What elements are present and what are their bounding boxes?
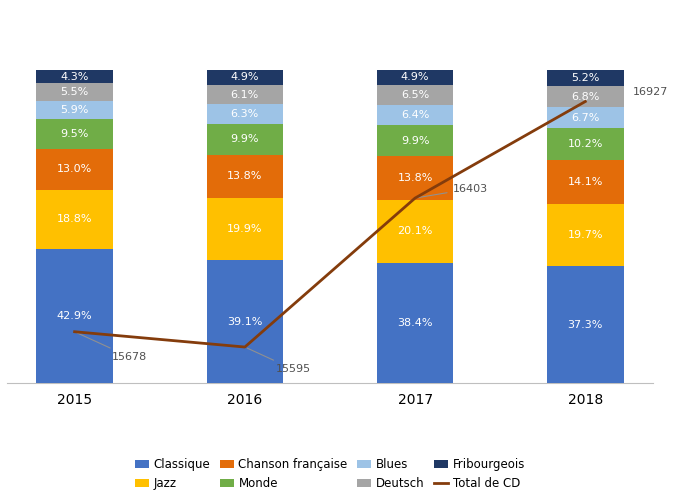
- Text: 13.8%: 13.8%: [397, 173, 433, 183]
- Bar: [206, 124, 283, 155]
- Bar: [206, 260, 283, 383]
- Text: 6.4%: 6.4%: [401, 110, 429, 120]
- Bar: [36, 83, 113, 101]
- Bar: [547, 128, 623, 160]
- Bar: [377, 70, 454, 85]
- Bar: [547, 160, 623, 204]
- Text: 5.9%: 5.9%: [60, 105, 89, 115]
- Legend: Classique, Jazz, Chanson française, Monde, Blues, Deutsch, Fribourgeois, Total d: Classique, Jazz, Chanson française, Mond…: [134, 458, 526, 490]
- Text: 39.1%: 39.1%: [227, 317, 263, 327]
- Bar: [36, 101, 113, 119]
- Text: 6.8%: 6.8%: [571, 91, 600, 102]
- Text: 9.9%: 9.9%: [231, 135, 259, 144]
- Bar: [377, 200, 454, 263]
- Text: 6.3%: 6.3%: [231, 109, 259, 119]
- Text: 14.1%: 14.1%: [568, 177, 603, 187]
- Text: 20.1%: 20.1%: [397, 226, 433, 236]
- Bar: [206, 85, 283, 104]
- Bar: [547, 266, 623, 383]
- Text: 19.9%: 19.9%: [227, 224, 263, 234]
- Bar: [206, 70, 283, 85]
- Bar: [377, 85, 454, 106]
- Bar: [377, 263, 454, 383]
- Text: 15595: 15595: [247, 348, 310, 374]
- Bar: [206, 155, 283, 198]
- Text: 13.0%: 13.0%: [57, 164, 92, 174]
- Bar: [36, 119, 113, 149]
- Text: 15678: 15678: [77, 333, 147, 362]
- Text: 18.8%: 18.8%: [57, 214, 92, 224]
- Text: 38.4%: 38.4%: [397, 318, 433, 328]
- Text: 9.9%: 9.9%: [401, 136, 429, 146]
- Bar: [547, 204, 623, 266]
- Text: 5.2%: 5.2%: [571, 73, 600, 83]
- Text: 16403: 16403: [418, 184, 488, 198]
- Text: 13.8%: 13.8%: [227, 171, 263, 182]
- Bar: [377, 157, 454, 200]
- Text: 16927: 16927: [633, 87, 668, 97]
- Bar: [547, 70, 623, 86]
- Text: 19.7%: 19.7%: [568, 230, 603, 240]
- Text: 4.9%: 4.9%: [231, 72, 259, 82]
- Text: 4.9%: 4.9%: [401, 72, 429, 82]
- Bar: [206, 104, 283, 124]
- Text: 10.2%: 10.2%: [568, 139, 603, 149]
- Text: 6.7%: 6.7%: [571, 113, 600, 123]
- Bar: [36, 70, 113, 83]
- Text: 4.3%: 4.3%: [60, 72, 89, 82]
- Text: 6.5%: 6.5%: [401, 90, 429, 100]
- Text: 37.3%: 37.3%: [568, 320, 603, 329]
- Bar: [36, 190, 113, 248]
- Bar: [547, 107, 623, 128]
- Bar: [547, 86, 623, 107]
- Bar: [36, 149, 113, 190]
- Bar: [377, 125, 454, 157]
- Bar: [36, 248, 113, 383]
- Text: 9.5%: 9.5%: [60, 129, 89, 139]
- Bar: [206, 198, 283, 260]
- Text: 42.9%: 42.9%: [57, 311, 92, 321]
- Text: 6.1%: 6.1%: [231, 89, 259, 100]
- Bar: [377, 106, 454, 125]
- Text: 5.5%: 5.5%: [60, 87, 89, 97]
